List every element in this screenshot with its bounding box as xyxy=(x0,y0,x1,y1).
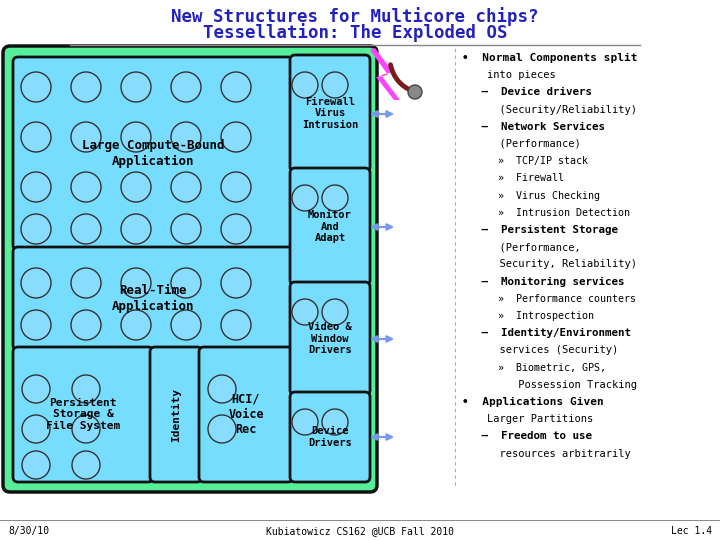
Circle shape xyxy=(208,415,236,443)
Circle shape xyxy=(72,451,100,479)
FancyBboxPatch shape xyxy=(13,247,293,350)
Circle shape xyxy=(22,375,50,403)
Circle shape xyxy=(121,214,151,244)
Circle shape xyxy=(71,214,101,244)
Text: »  Performance counters: » Performance counters xyxy=(462,294,636,304)
Circle shape xyxy=(292,185,318,211)
Circle shape xyxy=(72,375,100,403)
Text: Identity: Identity xyxy=(171,388,181,442)
Circle shape xyxy=(21,268,51,298)
Text: Kubiatowicz CS162 @UCB Fall 2010: Kubiatowicz CS162 @UCB Fall 2010 xyxy=(266,526,454,536)
Text: –  Freedom to use: – Freedom to use xyxy=(462,431,592,441)
Text: HCI/
Voice
Rec: HCI/ Voice Rec xyxy=(228,393,264,436)
Circle shape xyxy=(71,172,101,202)
Circle shape xyxy=(21,172,51,202)
Circle shape xyxy=(72,415,100,443)
Text: resources arbitrarily: resources arbitrarily xyxy=(462,449,631,458)
Circle shape xyxy=(22,415,50,443)
Circle shape xyxy=(171,214,201,244)
Circle shape xyxy=(322,185,348,211)
Text: Persistent
Storage &
File System: Persistent Storage & File System xyxy=(46,398,120,431)
Text: »  TCP/IP stack: » TCP/IP stack xyxy=(462,156,588,166)
Text: »  Introspection: » Introspection xyxy=(462,311,594,321)
Text: New Structures for Multicore chips?: New Structures for Multicore chips? xyxy=(171,8,539,26)
Text: Tessellation: The Exploded OS: Tessellation: The Exploded OS xyxy=(203,24,508,43)
Circle shape xyxy=(322,409,348,435)
Circle shape xyxy=(71,72,101,102)
Text: Lec 1.4: Lec 1.4 xyxy=(671,526,712,536)
Circle shape xyxy=(121,268,151,298)
Text: Security, Reliability): Security, Reliability) xyxy=(462,259,637,269)
Circle shape xyxy=(221,214,251,244)
Circle shape xyxy=(322,72,348,98)
Circle shape xyxy=(292,409,318,435)
Text: Large Compute-Bound
Application: Large Compute-Bound Application xyxy=(82,139,224,167)
Circle shape xyxy=(71,122,101,152)
Circle shape xyxy=(171,268,201,298)
FancyBboxPatch shape xyxy=(3,46,377,492)
Circle shape xyxy=(171,122,201,152)
Circle shape xyxy=(21,122,51,152)
Circle shape xyxy=(71,310,101,340)
Circle shape xyxy=(121,72,151,102)
Polygon shape xyxy=(370,48,400,100)
Text: Video &
Window
Drivers: Video & Window Drivers xyxy=(308,322,352,355)
Circle shape xyxy=(292,299,318,325)
FancyBboxPatch shape xyxy=(150,347,202,482)
Circle shape xyxy=(21,214,51,244)
Text: –  Network Services: – Network Services xyxy=(462,122,605,132)
Circle shape xyxy=(121,122,151,152)
Circle shape xyxy=(21,310,51,340)
Text: Firewall
Virus
Intrusion: Firewall Virus Intrusion xyxy=(302,97,358,130)
Circle shape xyxy=(221,172,251,202)
Circle shape xyxy=(322,299,348,325)
Text: •  Normal Components split: • Normal Components split xyxy=(462,53,637,63)
FancyBboxPatch shape xyxy=(290,168,370,285)
Circle shape xyxy=(171,172,201,202)
Text: 8/30/10: 8/30/10 xyxy=(8,526,49,536)
Circle shape xyxy=(121,172,151,202)
Circle shape xyxy=(221,122,251,152)
Text: –  Monitoring services: – Monitoring services xyxy=(462,276,624,287)
Circle shape xyxy=(408,85,422,99)
Text: »  Intrusion Detection: » Intrusion Detection xyxy=(462,208,630,218)
Text: Real-Time
Application: Real-Time Application xyxy=(112,285,194,313)
Text: »  Virus Checking: » Virus Checking xyxy=(462,191,600,200)
FancyBboxPatch shape xyxy=(290,392,370,482)
Circle shape xyxy=(171,310,201,340)
FancyBboxPatch shape xyxy=(290,282,370,395)
Text: Possession Tracking: Possession Tracking xyxy=(462,380,637,390)
Text: •  Applications Given: • Applications Given xyxy=(462,397,604,407)
FancyBboxPatch shape xyxy=(13,57,293,250)
FancyBboxPatch shape xyxy=(199,347,293,482)
Circle shape xyxy=(221,310,251,340)
Text: (Performance,: (Performance, xyxy=(462,242,581,252)
FancyBboxPatch shape xyxy=(290,55,370,172)
Circle shape xyxy=(171,72,201,102)
Circle shape xyxy=(22,451,50,479)
Text: (Security/Reliability): (Security/Reliability) xyxy=(462,105,637,114)
Circle shape xyxy=(208,375,236,403)
Circle shape xyxy=(292,72,318,98)
Text: into pieces: into pieces xyxy=(462,70,556,80)
Text: »  Biometric, GPS,: » Biometric, GPS, xyxy=(462,362,606,373)
Circle shape xyxy=(71,268,101,298)
Text: Device
Drivers: Device Drivers xyxy=(308,426,352,448)
Text: (Performance): (Performance) xyxy=(462,139,581,149)
Text: Monitor
And
Adapt: Monitor And Adapt xyxy=(308,210,352,243)
FancyBboxPatch shape xyxy=(13,347,153,482)
Text: services (Security): services (Security) xyxy=(462,346,618,355)
Text: –  Device drivers: – Device drivers xyxy=(462,87,592,97)
Circle shape xyxy=(21,72,51,102)
Text: Larger Partitions: Larger Partitions xyxy=(462,414,593,424)
Circle shape xyxy=(221,268,251,298)
Text: –  Persistent Storage: – Persistent Storage xyxy=(462,225,618,235)
Text: »  Firewall: » Firewall xyxy=(462,173,564,184)
Circle shape xyxy=(121,310,151,340)
Circle shape xyxy=(221,72,251,102)
Text: –  Identity/Environment: – Identity/Environment xyxy=(462,328,631,338)
